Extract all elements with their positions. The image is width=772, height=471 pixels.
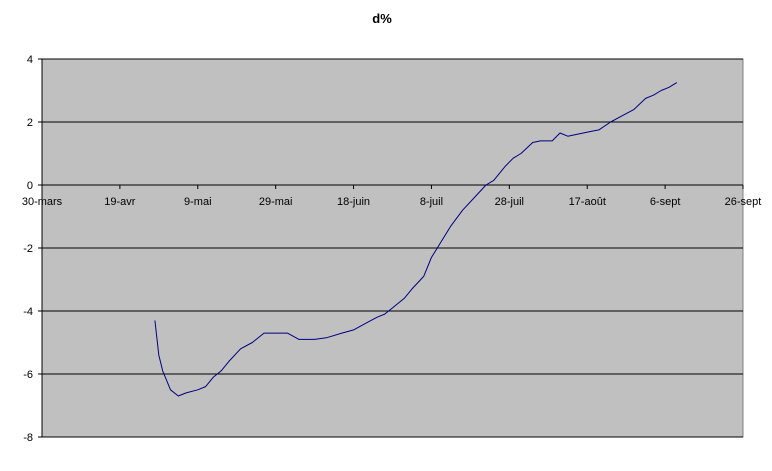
y-tick-label: 2	[27, 117, 33, 129]
x-tick-label: 19-avr	[104, 196, 136, 208]
y-tick-label: 4	[27, 54, 33, 66]
x-tick-label: 8-juil	[420, 196, 443, 208]
series-line	[154, 82, 678, 397]
chart-title: d%	[372, 11, 392, 26]
y-tick-label: -2	[23, 243, 33, 255]
x-tick-label: 26-sept	[725, 196, 762, 208]
x-tick-label: 9-mai	[184, 196, 212, 208]
x-tick-label: 6-sept	[650, 196, 681, 208]
y-tick-label: -6	[23, 369, 33, 381]
y-tick-label: 0	[27, 180, 33, 192]
y-tick-label: -4	[23, 306, 33, 318]
x-tick-label: 18-juin	[337, 196, 370, 208]
gridlines	[42, 58, 743, 438]
y-tick-label: -8	[23, 432, 33, 444]
tick-labels: 4 2 0 -2 -4 -6 -8 30-mars 19-avr 9-mai 29-mai 18-ju…	[22, 54, 762, 444]
x-tick-label: 17-août	[569, 196, 606, 208]
x-tick-label: 28-juil	[495, 196, 524, 208]
x-tick-label: 29-mai	[259, 196, 293, 208]
series-layer	[154, 82, 678, 397]
x-tick-label: 30-mars	[22, 196, 63, 208]
